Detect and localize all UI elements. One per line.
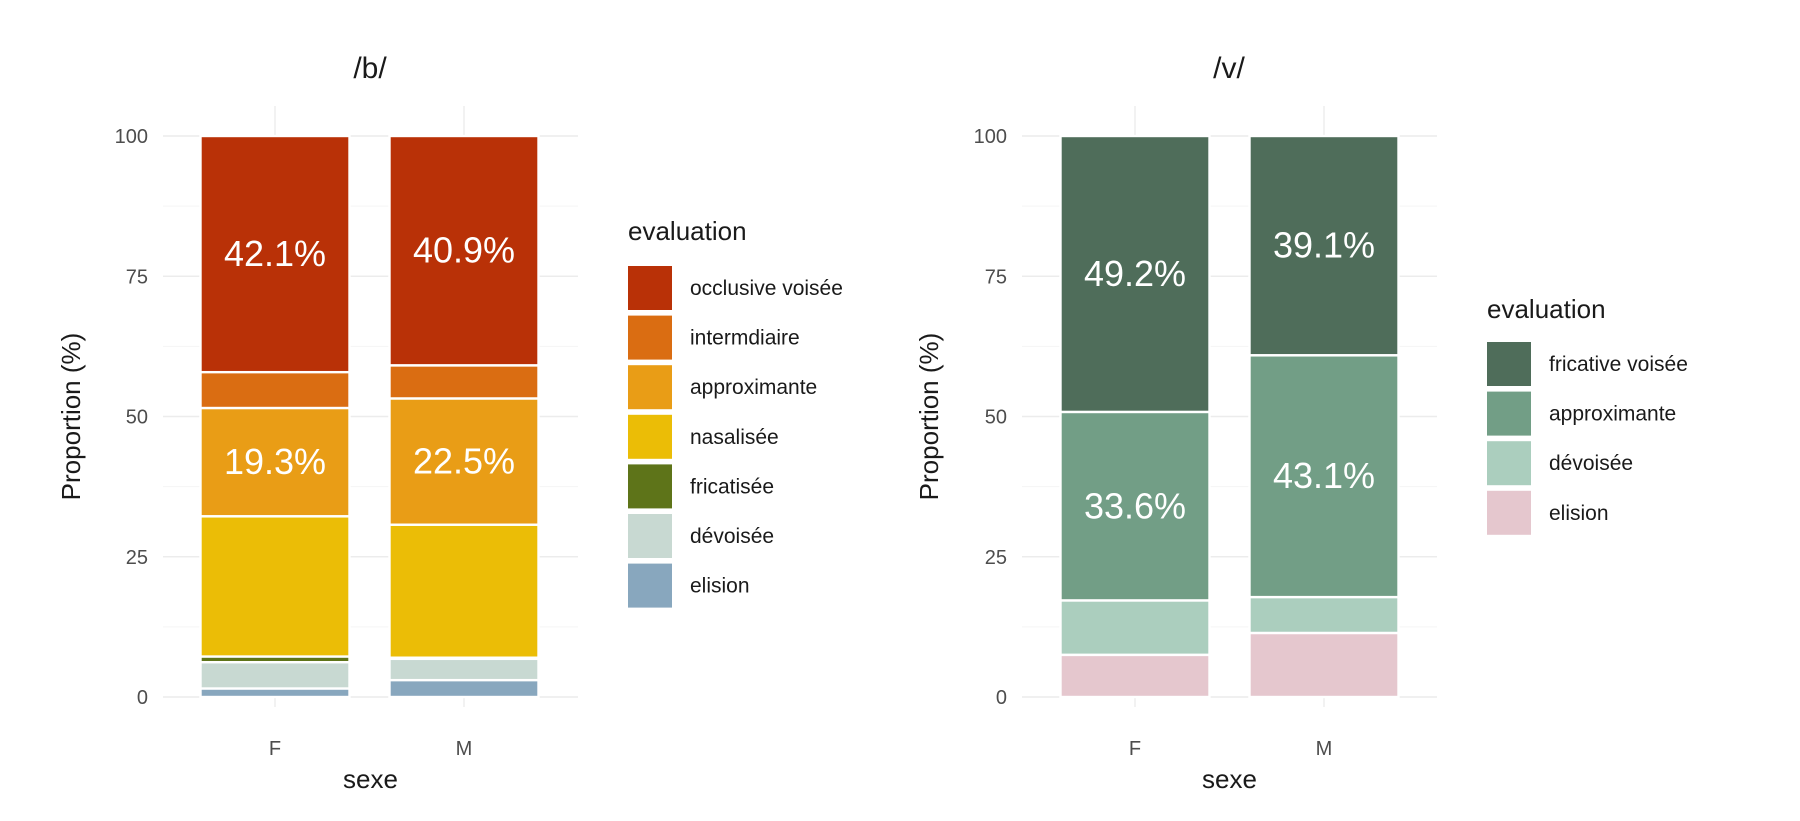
bar-segment [388,397,540,526]
y-tick-label: 50 [126,407,148,429]
bar-segment [1248,595,1400,635]
bar-segment [1059,599,1211,657]
bar-segment [1059,653,1211,699]
bar-segment [1059,410,1211,602]
y-tick-label: 100 [974,126,1007,148]
legend: evaluation fricative voisée approximante dé… [1487,294,1688,535]
legend-label: nasalisée [690,426,779,449]
bar-segment [1248,631,1400,699]
bar-segment [199,687,351,699]
bar-segment [199,661,351,690]
bar-segment [1248,134,1400,357]
bar-segment [199,406,351,518]
legend-swatch [1487,391,1531,436]
x-tick-label: F [1129,738,1141,760]
bar-segment [388,523,540,659]
legend-label: dévoisée [690,525,774,548]
y-tick-label: 25 [985,547,1007,569]
bar-value-label: 22.5% [413,441,515,482]
bar-segment [388,657,540,682]
y-axis-title: Proportion (%) [56,333,86,501]
legend-label: occlusive voisée [690,277,843,300]
bar-segment [388,678,540,699]
y-tick-label: 25 [126,547,148,569]
bar-value-label: 33.6% [1084,485,1186,526]
bar-value-label: 39.1% [1273,225,1375,266]
chart-panel-2: 0 25 50 75 100 49.2% 33.6% F 39.1% 43.1% M/v/sexe P… [914,52,1688,794]
legend-label: elision [690,575,750,598]
y-tick-label: 75 [126,266,148,288]
bar-value-label: 40.9% [413,230,515,271]
legend-label: intermdiaire [690,327,800,350]
x-axis-title: sexe [1202,764,1257,794]
legend-label: approximante [690,376,817,399]
x-tick-label: M [456,738,473,760]
x-tick-label: M [1316,738,1333,760]
legend-swatch [1487,490,1531,535]
legend-swatch [628,315,672,360]
bar-value-label: 42.1% [224,233,326,274]
legend-label: dévoisée [1549,452,1633,475]
legend-swatch [628,563,672,608]
bar-segment [388,364,540,400]
legend-label: fricative voisée [1549,353,1688,376]
legend-swatch [628,464,672,509]
legend-swatch [628,266,672,310]
bar-value-label: 19.3% [224,441,326,482]
y-tick-label: 50 [985,407,1007,429]
legend-swatch [628,414,672,459]
bar-value-label: 49.2% [1084,253,1186,294]
bar-value-label: 43.1% [1273,455,1375,496]
legend-swatch [628,514,672,558]
legend-swatch [1487,342,1531,386]
y-tick-label: 0 [137,687,148,709]
bar-segment [199,370,351,410]
bar-segment [388,134,540,367]
bar-segment [199,134,351,374]
chart-title: /v/ [1213,52,1245,85]
legend-label: fricatisée [690,475,774,498]
y-tick-label: 100 [115,126,148,148]
chart-panel-1: 0 25 50 75 100 42.1% 19.3% F 40.9% 22.5% M/b/sexe P… [56,52,843,794]
y-tick-label: 0 [996,687,1007,709]
y-axis-title: Proportion (%) [914,333,944,501]
legend-label: elision [1549,502,1609,525]
legend-swatch [1487,441,1531,486]
bar-segment [1248,354,1400,599]
legend-swatch [628,365,672,410]
x-axis-title: sexe [343,764,398,794]
x-tick-label: F [269,738,281,760]
legend-title: evaluation [1487,294,1606,324]
chart-title: /b/ [353,52,387,85]
legend-label: approximante [1549,403,1676,426]
y-tick-label: 75 [985,266,1007,288]
legend: evaluation occlusive voisée intermdiaire ap… [628,216,843,608]
bar-segment [199,515,351,658]
legend-title: evaluation [628,216,747,246]
